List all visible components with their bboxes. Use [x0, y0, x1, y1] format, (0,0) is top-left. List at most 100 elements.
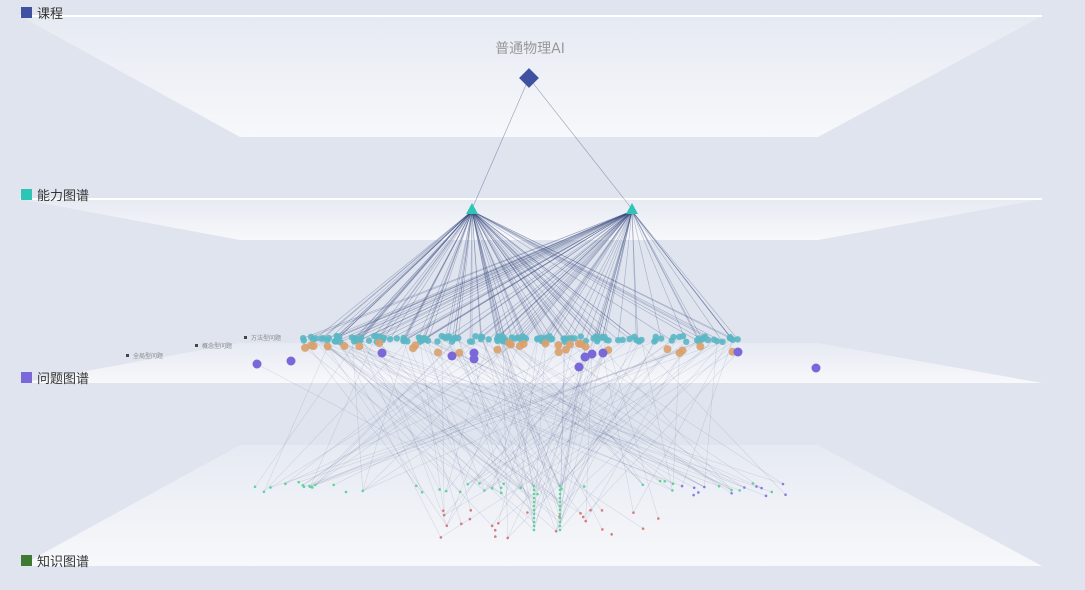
question-node[interactable] — [306, 341, 315, 350]
question-node[interactable] — [466, 338, 474, 345]
question-node[interactable] — [312, 335, 320, 342]
question-node[interactable] — [400, 336, 407, 343]
legend-knowledge[interactable]: 知识图谱 — [21, 551, 89, 570]
ability-question-edge — [471, 210, 519, 338]
question-node[interactable] — [733, 347, 743, 357]
question-node[interactable] — [636, 338, 643, 345]
question-node[interactable] — [447, 351, 457, 361]
question-node[interactable] — [340, 342, 349, 351]
question-node[interactable] — [331, 338, 338, 345]
question-node[interactable] — [678, 346, 687, 355]
question-node[interactable] — [469, 354, 479, 364]
question-node[interactable] — [577, 333, 585, 340]
question-node[interactable] — [446, 334, 454, 342]
question-node[interactable] — [355, 342, 364, 351]
question-node[interactable] — [408, 344, 417, 353]
question-node[interactable] — [514, 334, 522, 341]
question-node[interactable] — [393, 335, 401, 342]
question-node[interactable] — [499, 337, 506, 345]
question-node[interactable] — [323, 342, 332, 351]
question-node[interactable] — [441, 333, 448, 341]
question-node[interactable] — [547, 336, 554, 343]
question-node[interactable] — [352, 335, 359, 342]
question-node[interactable] — [485, 336, 492, 343]
question-node[interactable] — [455, 348, 464, 357]
question-node[interactable] — [734, 336, 741, 343]
ability-question-edge — [631, 210, 738, 340]
question-node[interactable] — [534, 335, 541, 343]
question-node[interactable] — [505, 339, 514, 348]
question-node[interactable] — [541, 339, 550, 348]
question-node[interactable] — [668, 337, 675, 344]
question-node[interactable] — [619, 336, 626, 344]
question-node[interactable] — [657, 335, 665, 342]
question-node[interactable] — [719, 338, 726, 346]
question-node[interactable] — [370, 332, 378, 340]
question-node[interactable] — [335, 333, 343, 341]
question-node[interactable] — [571, 335, 578, 342]
question-node[interactable] — [554, 341, 563, 350]
question-node[interactable] — [626, 335, 633, 343]
question-node[interactable] — [434, 338, 441, 345]
question-type-method[interactable]: 方法型问题 — [244, 333, 281, 342]
knowledge-node — [441, 509, 445, 512]
ability-node-2[interactable] — [626, 203, 638, 214]
question-node[interactable] — [286, 356, 296, 366]
question-type-concept[interactable]: 概念型问题 — [195, 341, 232, 350]
question-node[interactable] — [710, 336, 718, 343]
question-node[interactable] — [663, 345, 672, 354]
question-node[interactable] — [593, 333, 600, 341]
question-node[interactable] — [701, 333, 709, 340]
question-node[interactable] — [581, 342, 590, 351]
question-knowledge-edge — [507, 353, 593, 539]
question-node[interactable] — [696, 342, 705, 351]
question-node[interactable] — [375, 339, 384, 348]
question-node[interactable] — [652, 337, 659, 344]
question-node[interactable] — [683, 338, 690, 346]
knowledge-node — [784, 493, 787, 497]
question-node[interactable] — [433, 348, 442, 357]
question-node[interactable] — [574, 339, 583, 348]
legend-course[interactable]: 课程 — [21, 3, 63, 22]
question-node[interactable] — [587, 349, 597, 359]
question-node[interactable] — [598, 348, 608, 358]
question-node[interactable] — [495, 333, 502, 340]
question-node[interactable] — [421, 336, 428, 343]
question-node[interactable] — [377, 348, 387, 358]
question-node[interactable] — [729, 336, 736, 343]
ability-question-edge — [427, 210, 473, 341]
question-knowledge-edge — [502, 340, 561, 511]
legend-question[interactable]: 问题图谱 — [21, 368, 89, 387]
ability-question-edge — [502, 210, 633, 339]
ability-question-edge — [383, 210, 633, 339]
question-node[interactable] — [472, 332, 479, 340]
question-node[interactable] — [479, 334, 486, 341]
knowledge-node — [445, 524, 449, 528]
question-knowledge-edge — [471, 341, 732, 491]
question-node[interactable] — [554, 348, 563, 357]
question-node[interactable] — [252, 359, 262, 369]
question-node[interactable] — [601, 333, 608, 341]
ability-node-1[interactable] — [466, 203, 478, 214]
question-knowledge-edge — [336, 335, 557, 532]
question-node[interactable] — [386, 335, 394, 343]
question-node[interactable] — [519, 339, 528, 348]
question-node[interactable] — [574, 362, 584, 372]
knowledge-node — [483, 489, 486, 492]
question-node[interactable] — [324, 337, 331, 344]
question-node[interactable] — [580, 352, 590, 362]
legend-ability[interactable]: 能力图谱 — [21, 185, 89, 204]
question-node[interactable] — [365, 337, 373, 344]
question-node[interactable] — [452, 334, 459, 341]
question-node[interactable] — [811, 363, 821, 373]
question-node[interactable] — [300, 337, 308, 344]
knowledge-node — [730, 491, 733, 495]
ability-question-edge — [360, 210, 473, 338]
question-node[interactable] — [566, 340, 575, 349]
question-node[interactable] — [566, 335, 573, 342]
question-node[interactable] — [493, 345, 502, 354]
question-type-global[interactable]: 全局型问题 — [126, 351, 163, 360]
question-node[interactable] — [679, 332, 687, 340]
question-knowledge-edge — [444, 339, 738, 516]
